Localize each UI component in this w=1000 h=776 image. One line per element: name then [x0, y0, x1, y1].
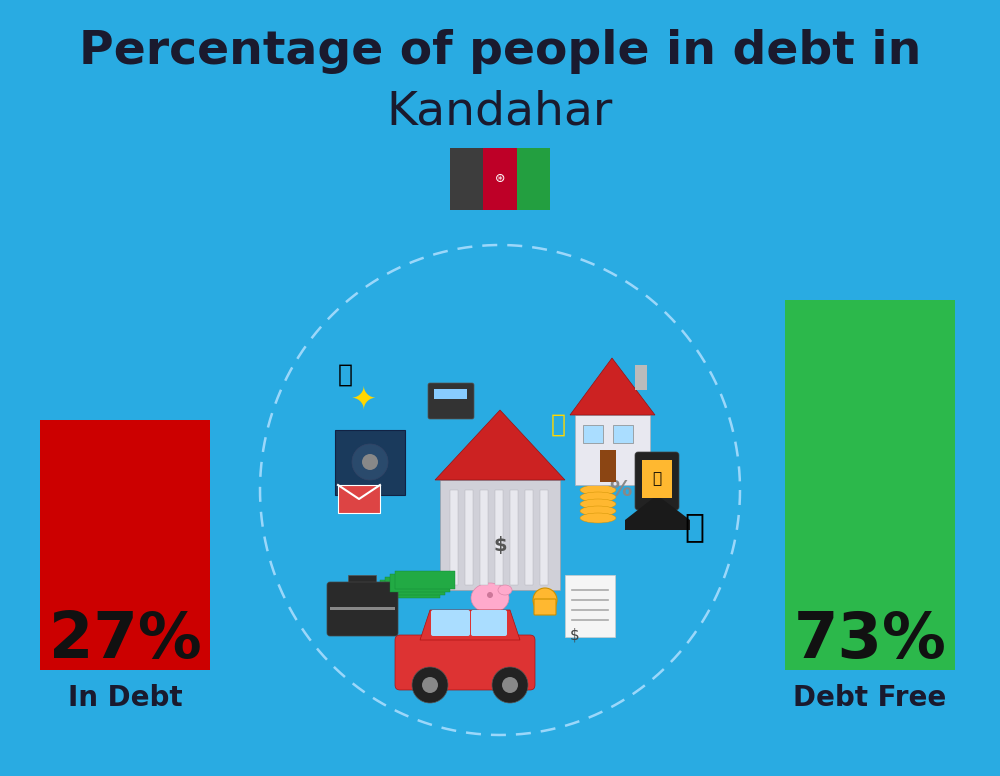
Bar [395, 571, 455, 589]
Ellipse shape [580, 506, 616, 516]
Polygon shape [435, 410, 565, 480]
Bar [440, 480, 560, 590]
Bar [510, 490, 518, 585]
Circle shape [412, 667, 448, 703]
Circle shape [487, 592, 493, 598]
Text: In Debt: In Debt [68, 684, 182, 712]
Text: 73%: 73% [794, 609, 946, 671]
Text: ⊛: ⊛ [495, 172, 505, 185]
Bar [625, 520, 690, 530]
Bar [575, 415, 650, 485]
FancyBboxPatch shape [338, 485, 380, 513]
FancyBboxPatch shape [534, 599, 556, 615]
Ellipse shape [580, 513, 616, 523]
Text: $: $ [570, 628, 580, 643]
Text: Percentage of people in debt in: Percentage of people in debt in [79, 29, 921, 74]
Text: %: % [609, 480, 631, 500]
Ellipse shape [580, 499, 616, 509]
Bar [330, 607, 395, 610]
FancyBboxPatch shape [428, 383, 474, 419]
Text: 🦅: 🦅 [338, 363, 352, 387]
Bar [348, 575, 376, 587]
FancyBboxPatch shape [395, 635, 535, 690]
Bar [380, 580, 440, 598]
FancyBboxPatch shape [635, 452, 679, 510]
Text: 🏦: 🏦 [652, 472, 662, 487]
Text: Debt Free: Debt Free [793, 684, 947, 712]
Bar [434, 389, 467, 399]
Bar [40, 420, 210, 670]
Bar [600, 450, 616, 482]
Circle shape [502, 677, 518, 693]
Circle shape [362, 454, 378, 470]
Text: 🎓: 🎓 [684, 511, 704, 543]
Circle shape [422, 677, 438, 693]
Circle shape [352, 444, 388, 480]
Bar [495, 490, 503, 585]
Circle shape [492, 667, 528, 703]
Bar [642, 460, 672, 498]
Bar [385, 577, 445, 595]
Bar [583, 425, 603, 443]
Ellipse shape [580, 492, 616, 502]
Bar [465, 490, 473, 585]
Bar [390, 574, 450, 592]
FancyBboxPatch shape [327, 582, 398, 636]
Bar [450, 148, 483, 210]
Bar [450, 490, 458, 585]
FancyBboxPatch shape [431, 610, 470, 636]
Bar [517, 148, 550, 210]
Text: 🔑: 🔑 [550, 413, 566, 437]
Bar [613, 425, 633, 443]
Text: $: $ [493, 535, 507, 555]
Polygon shape [420, 610, 520, 640]
Ellipse shape [580, 485, 616, 495]
Ellipse shape [471, 583, 509, 613]
Bar [565, 575, 615, 637]
Polygon shape [570, 358, 655, 415]
Bar [335, 430, 405, 495]
Bar [480, 490, 488, 585]
Bar [635, 365, 647, 390]
Bar [540, 490, 548, 585]
Bar [525, 490, 533, 585]
Polygon shape [625, 495, 690, 520]
Text: Kandahar: Kandahar [387, 89, 613, 134]
Text: ✦: ✦ [350, 386, 376, 414]
Circle shape [533, 588, 557, 612]
Ellipse shape [498, 585, 512, 595]
Bar [785, 300, 955, 670]
Text: 27%: 27% [49, 609, 201, 671]
Bar [483, 148, 517, 210]
FancyBboxPatch shape [471, 610, 507, 636]
